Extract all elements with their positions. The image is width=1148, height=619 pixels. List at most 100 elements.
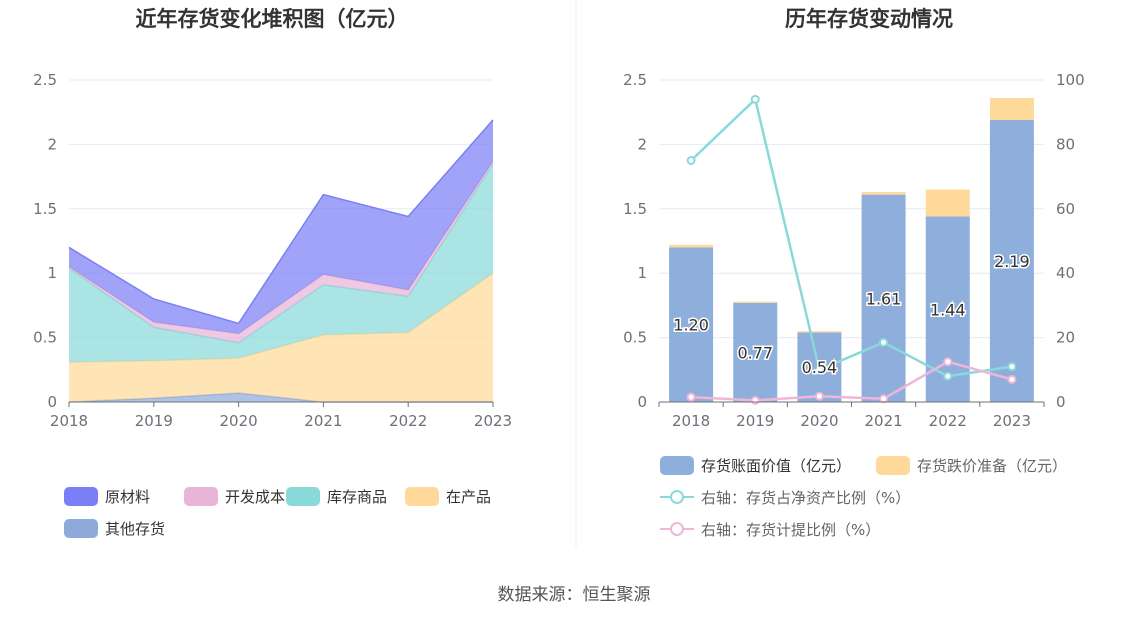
right-right-y-tick-label: 20 <box>1056 329 1075 347</box>
right-right-y-tick-label: 0 <box>1056 393 1066 411</box>
left-y-tick-label: 2 <box>47 135 57 153</box>
left-x-tick-label: 2021 <box>304 412 342 430</box>
left-x-tick-label: 2023 <box>474 412 512 430</box>
legend-label: 其他存货 <box>105 520 165 538</box>
left-y-tick-label: 0.5 <box>33 329 57 347</box>
right-right-y-tick-label: 80 <box>1056 135 1075 153</box>
stacked-area-chart: 近年存货变化堆积图（亿元） 0 0.5 1 1.5 2 2.5 2018 2019 2020 20… <box>33 7 512 538</box>
legend-item-其他存货[interactable]: 其他存货 <box>64 519 165 538</box>
line-point <box>1007 362 1017 372</box>
left-y-tick-label: 1.5 <box>33 200 57 218</box>
line-point <box>879 337 889 347</box>
legend-swatch <box>876 456 910 475</box>
bar-存货账面价值（亿元） <box>669 247 714 402</box>
legend-label: 开发成本 <box>225 488 285 506</box>
legend-label: 原材料 <box>105 488 150 506</box>
right-x-tick-label: 2019 <box>736 412 774 430</box>
line-point <box>943 371 953 381</box>
legend-swatch <box>64 519 98 538</box>
bar-value-label: 0.77 <box>737 343 773 362</box>
legend-item-右轴：存货占净资产比例（%）[interactable]: 右轴：存货占净资产比例（%） <box>660 489 910 507</box>
bar-value-label: 1.44 <box>930 300 966 319</box>
legend-item-原材料[interactable]: 原材料 <box>64 487 150 506</box>
bar-value-label: 1.20 <box>673 316 709 335</box>
bar-存货跌价准备（亿元） <box>861 192 906 195</box>
area-原材料 <box>69 119 493 334</box>
bar-value-label: 1.61 <box>866 289 902 308</box>
legend-item-存货账面价值（亿元）[interactable]: 存货账面价值（亿元） <box>660 456 851 475</box>
bar-存货账面价值（亿元） <box>861 194 906 402</box>
legend-item-存货跌价准备（亿元）[interactable]: 存货跌价准备（亿元） <box>876 456 1067 475</box>
right-chart-title: 历年存货变动情况 <box>785 7 953 31</box>
legend-marker <box>670 490 684 504</box>
area-开发成本 <box>69 161 493 343</box>
bar-line-chart: 历年存货变动情况 1.20 0.77 0.54 1.61 1.44 2.19 0 0.5 1 1… <box>623 7 1085 539</box>
right-bars <box>669 98 1034 402</box>
right-x-tick-label: 2023 <box>993 412 1031 430</box>
right-bar-labels: 1.20 0.77 0.54 1.61 1.44 2.19 <box>672 250 1031 378</box>
area-在产品 <box>69 273 493 402</box>
line-point <box>879 394 889 404</box>
right-x-tick-label: 2020 <box>800 412 838 430</box>
line-point <box>943 357 953 367</box>
legend-marker <box>670 522 684 536</box>
right-left-y-tick-label: 1 <box>637 264 647 282</box>
legend-item-右轴：存货计提比例（%）[interactable]: 右轴：存货计提比例（%） <box>660 521 880 539</box>
bar-value-label: 0.54 <box>802 358 838 377</box>
line-point <box>814 391 824 401</box>
line-point <box>814 365 824 375</box>
data-source-note: 数据来源：恒生聚源 <box>497 585 651 605</box>
line-point <box>686 156 696 165</box>
line-point <box>686 392 696 402</box>
right-left-y-tick-label: 1.5 <box>623 200 647 218</box>
right-legend: 存货账面价值（亿元） 存货跌价准备（亿元） 右轴：存货占净资产比例（%） 右轴：存货计… <box>660 456 1067 539</box>
area-库存商品 <box>69 163 493 363</box>
left-y-tick-label: 0 <box>47 393 57 411</box>
line-point <box>1007 374 1017 384</box>
left-y-tick-label: 1 <box>47 264 57 282</box>
legend-label: 在产品 <box>446 488 491 506</box>
bar-存货账面价值（亿元） <box>733 302 778 402</box>
right-right-y-tick-label: 60 <box>1056 200 1075 218</box>
bar-存货跌价准备（亿元） <box>989 98 1034 120</box>
bar-value-label: 2.19 <box>994 252 1030 271</box>
legend-label: 存货跌价准备（亿元） <box>917 457 1067 475</box>
bar-存货跌价准备（亿元） <box>669 244 714 248</box>
line-point <box>750 94 760 104</box>
legend-label: 右轴：存货计提比例（%） <box>701 521 880 539</box>
right-grid <box>659 79 1044 339</box>
bar-存货跌价准备（亿元） <box>797 331 842 333</box>
left-areas <box>68 119 494 403</box>
legend-label: 库存商品 <box>327 488 387 506</box>
right-left-y-tick-label: 2.5 <box>623 71 647 89</box>
left-x-tick-label: 2022 <box>389 412 427 430</box>
right-left-y-tick-label: 0.5 <box>623 329 647 347</box>
legend-swatch <box>184 487 218 506</box>
right-x-tick-label: 2022 <box>929 412 967 430</box>
bar-存货跌价准备（亿元） <box>925 189 970 217</box>
right-right-y-tick-label: 40 <box>1056 264 1075 282</box>
legend-item-库存商品[interactable]: 库存商品 <box>286 487 387 506</box>
legend-swatch <box>64 487 98 506</box>
legend-item-开发成本[interactable]: 开发成本 <box>184 487 285 506</box>
left-y-tick-label: 2.5 <box>33 71 57 89</box>
bar-存货跌价准备（亿元） <box>733 301 778 303</box>
legend-label: 右轴：存货占净资产比例（%） <box>701 489 910 507</box>
right-left-y-tick-label: 0 <box>637 393 647 411</box>
line-右轴：存货计提比例（%） <box>691 360 1013 402</box>
line-右轴：存货占净资产比例（%） <box>690 96 1013 378</box>
left-axis: 0 0.5 1 1.5 2 2.5 2018 2019 2020 2021 2022 2023 <box>33 71 512 430</box>
line-point <box>750 395 760 405</box>
legend-swatch <box>660 456 694 475</box>
right-axis: 0 0.5 1 1.5 2 2.5 0 20 40 60 80 100 2018 2019 2020 2021… <box>623 71 1085 430</box>
bar-存货账面价值（亿元） <box>989 119 1034 402</box>
right-x-tick-label: 2018 <box>672 412 710 430</box>
legend-swatch <box>405 487 439 506</box>
legend-label: 存货账面价值（亿元） <box>701 457 851 475</box>
legend-swatch <box>286 487 320 506</box>
right-x-tick-label: 2021 <box>864 412 902 430</box>
legend-item-在产品[interactable]: 在产品 <box>405 487 491 506</box>
right-left-y-tick-label: 2 <box>637 135 647 153</box>
